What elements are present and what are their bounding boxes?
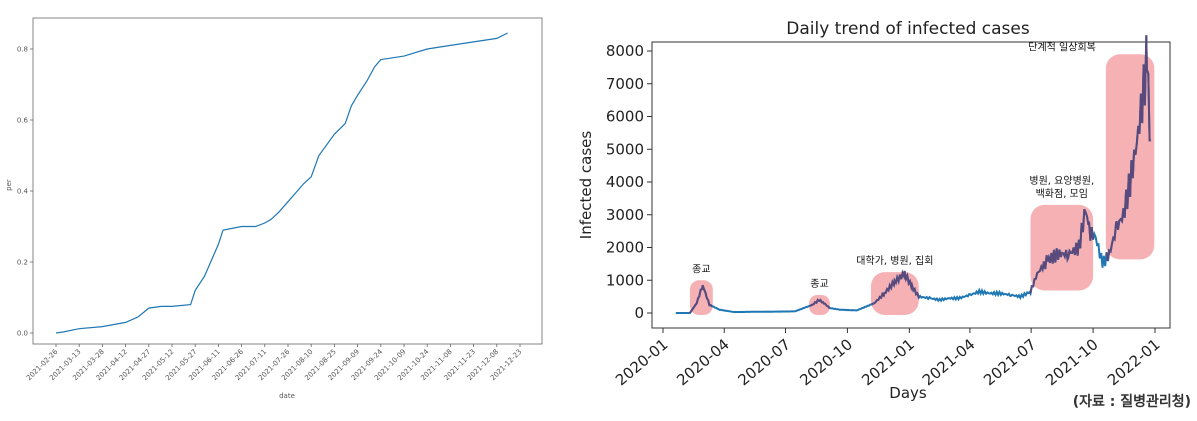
chart2-x-tick-label: 2020-01 (612, 335, 672, 389)
chart2-y-tick-label: 8000 (606, 42, 644, 60)
chart2-highlight-region (689, 280, 713, 315)
chart2-highlight-region (1105, 54, 1155, 260)
chart2-y-tick-label: 5000 (606, 140, 644, 158)
chart2-y-tick-label: 3000 (606, 206, 644, 224)
chart2-annotation: 종교 (692, 263, 710, 275)
chart2-x-tick-label: 2021-04 (919, 335, 979, 389)
chart2-x-tick-label: 2021-07 (980, 335, 1040, 389)
chart2-annotation: 대학가, 병원, 집회 (856, 255, 933, 267)
chart1-y-tick-label: 0.0 (17, 330, 28, 338)
chart2-annotation: 병원, 요양병원, (1029, 175, 1094, 187)
chart2-highlight-region (809, 294, 830, 315)
chart2-x-tick-label: 2020-07 (734, 335, 794, 389)
chart1-y-tick-label: 0.2 (17, 259, 28, 267)
chart2-y-tick-label: 7000 (606, 75, 644, 93)
chart2-x-tick-label: 2022-01 (1104, 335, 1164, 389)
chart2-x-tick-label: 2020-04 (673, 335, 733, 389)
chart2-x-tick-label: 2021-10 (1042, 335, 1102, 389)
chart1-y-tick-label: 0.8 (17, 46, 28, 54)
chart1-series-line (55, 32, 508, 334)
chart2-x-label: Days (889, 384, 927, 402)
chart2-y-tick-label: 0 (634, 304, 644, 322)
chart2-y-tick-label: 1000 (606, 271, 644, 289)
daily-cases-chart: Daily trend of infected cases Infected c… (577, 19, 1171, 402)
chart1-y-label: per (5, 179, 13, 191)
chart2-series-line-highlighted (689, 35, 1152, 314)
chart2-annotation: 종교 (810, 278, 828, 290)
chart2-y-label: Infected cases (577, 131, 595, 240)
chart1-y-tick-label: 0.6 (17, 117, 29, 125)
chart2-annotation: 단계적 일상회복 (1028, 41, 1096, 53)
chart2-x-tick-label: 2021-01 (858, 335, 918, 389)
chart2-y-tick-label: 2000 (606, 239, 644, 257)
chart2-y-tick-label: 6000 (606, 108, 644, 126)
chart2-x-tick-label: 2020-10 (796, 335, 856, 389)
chart2-highlight-region (870, 272, 919, 315)
chart1-y-tick-label: 0.4 (17, 188, 29, 196)
chart2-plot-area (651, 41, 1171, 329)
chart2-title: Daily trend of infected cases (786, 19, 1030, 39)
chart1-plot-area (32, 17, 543, 345)
cumulative-chart: per date 0.00.20.40.60.8 2021-02-262021-… (5, 17, 543, 400)
chart2-y-tick-label: 4000 (606, 173, 644, 191)
chart2-annotation: 백화점, 모임 (1036, 187, 1088, 200)
chart1-x-label: date (279, 392, 295, 400)
source-note: (자료 : 질병관리청) (1072, 394, 1191, 410)
